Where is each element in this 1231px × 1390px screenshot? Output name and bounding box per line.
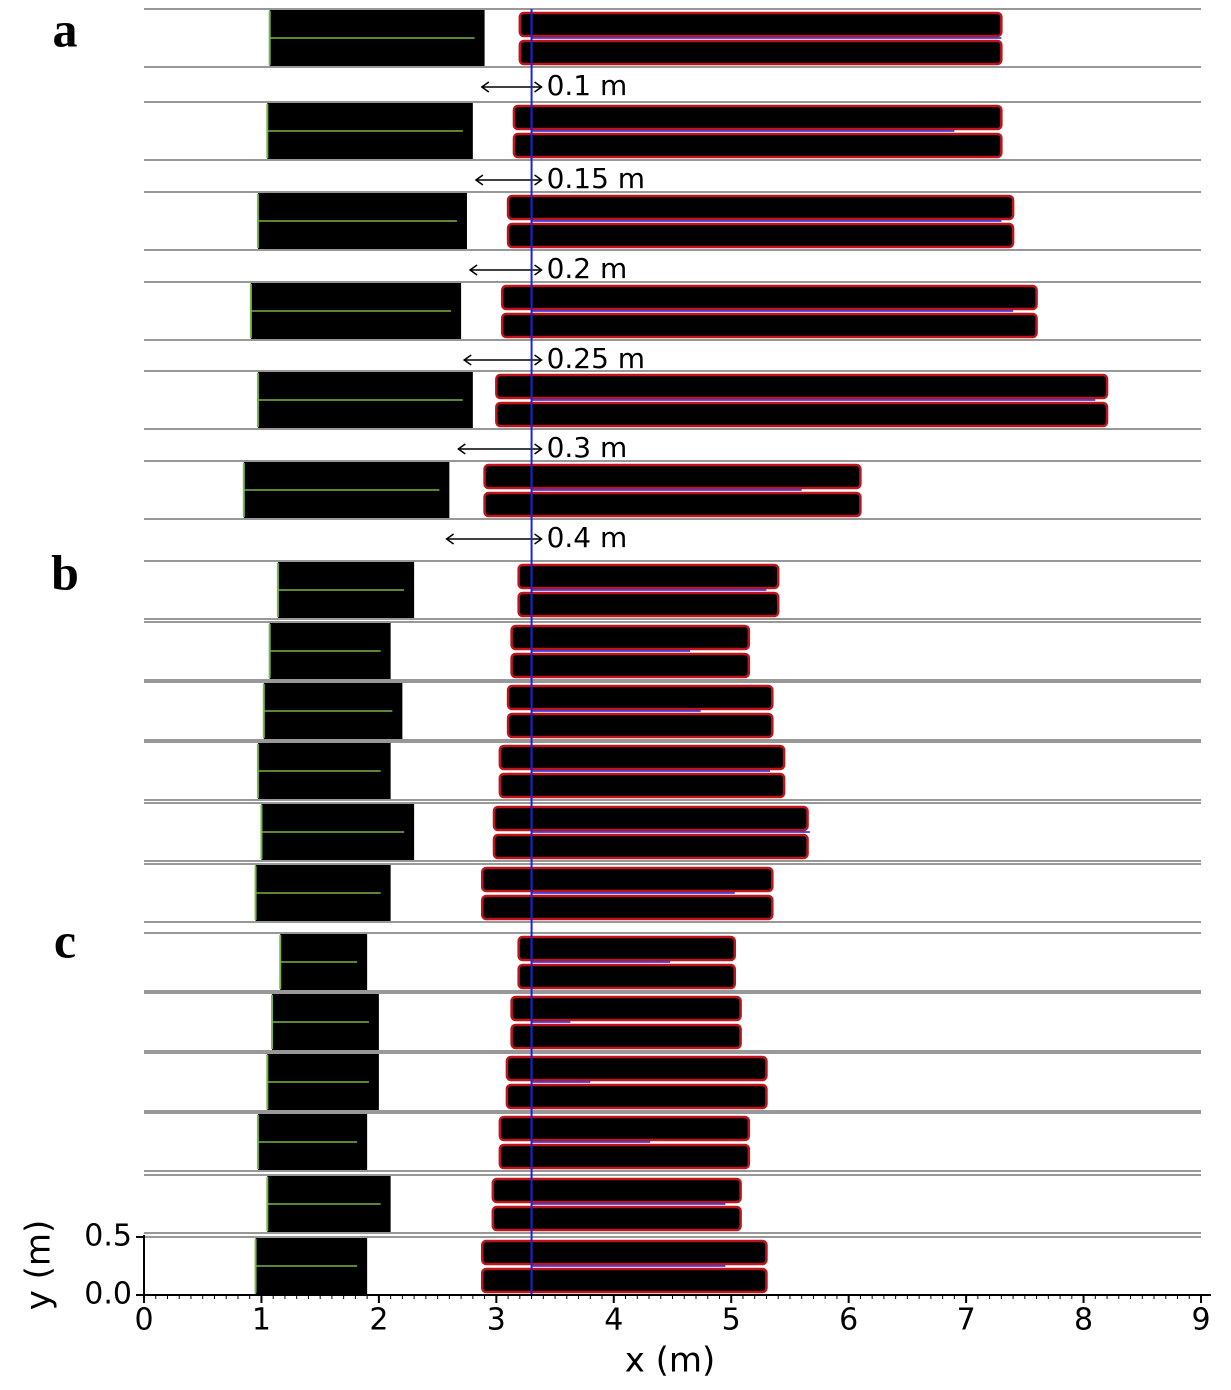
downstream-lane xyxy=(508,714,772,737)
panel-label: b xyxy=(51,544,79,600)
x-tick-label: 7 xyxy=(957,1303,976,1338)
x-tick-label: 8 xyxy=(1074,1303,1093,1338)
downstream-lane xyxy=(502,314,1036,337)
x-tick-label: 9 xyxy=(1191,1303,1210,1338)
downstream-lane xyxy=(500,774,784,797)
downstream-lane xyxy=(519,565,779,588)
gap-label: 0.2 m xyxy=(547,252,628,285)
x-tick-label: 5 xyxy=(722,1303,741,1338)
downstream-lane xyxy=(512,626,749,649)
downstream-lane xyxy=(493,1207,741,1230)
downstream-lane xyxy=(519,965,735,988)
downstream-lane xyxy=(500,1145,749,1168)
downstream-lane xyxy=(482,1269,766,1292)
downstream-lane xyxy=(482,896,772,919)
x-tick-label: 1 xyxy=(252,1303,271,1338)
panel-label: c xyxy=(54,912,76,968)
downstream-lane xyxy=(519,593,779,616)
page: {"chart_data": {"type": "strips", "x_lab… xyxy=(0,0,1231,1390)
downstream-lane xyxy=(512,1025,741,1048)
y-axis-label: y (m) xyxy=(19,1220,59,1311)
downstream-lane xyxy=(502,286,1036,309)
downstream-lane xyxy=(508,224,1013,247)
downstream-lane xyxy=(507,1057,767,1080)
x-tick-label: 0 xyxy=(134,1303,153,1338)
gap-label: 0.1 m xyxy=(547,69,628,102)
downstream-lane xyxy=(519,937,735,960)
downstream-lane xyxy=(508,686,772,709)
downstream-lane xyxy=(512,654,749,677)
downstream-lane xyxy=(500,746,784,769)
x-axis-label: x (m) xyxy=(625,1341,716,1381)
downstream-lane xyxy=(496,375,1107,398)
downstream-lane xyxy=(507,1085,767,1108)
downstream-lane xyxy=(494,835,808,858)
gap-label: 0.4 m xyxy=(547,521,628,554)
gap-label: 0.25 m xyxy=(547,342,646,375)
gap-label: 0.3 m xyxy=(547,431,628,464)
downstream-lane xyxy=(493,1179,741,1202)
downstream-lane xyxy=(485,493,861,516)
downstream-lane xyxy=(512,997,741,1020)
downstream-lane xyxy=(500,1117,749,1140)
gap-label: 0.15 m xyxy=(547,162,646,195)
downstream-lane xyxy=(496,403,1107,426)
x-tick-label: 4 xyxy=(604,1303,623,1338)
panel-label: a xyxy=(53,1,78,57)
y-tick-label: 0.0 xyxy=(84,1277,132,1312)
downstream-lane xyxy=(482,1241,766,1264)
x-tick-label: 2 xyxy=(369,1303,388,1338)
downstream-lane xyxy=(514,134,1001,157)
downstream-lane xyxy=(520,13,1002,36)
downstream-lane xyxy=(514,106,1001,129)
downstream-lane xyxy=(508,196,1013,219)
figure: x (m) y (m) a 0.1 m 0.15 m 0.2 m 0.25 m 0.3 m… xyxy=(0,0,1231,1390)
y-tick-label: 0.5 xyxy=(84,1219,132,1254)
downstream-lane xyxy=(482,868,772,891)
downstream-lane xyxy=(485,465,861,488)
downstream-lane xyxy=(494,807,808,830)
downstream-lane xyxy=(520,41,1002,64)
x-tick-label: 3 xyxy=(487,1303,506,1338)
x-tick-label: 6 xyxy=(839,1303,858,1338)
